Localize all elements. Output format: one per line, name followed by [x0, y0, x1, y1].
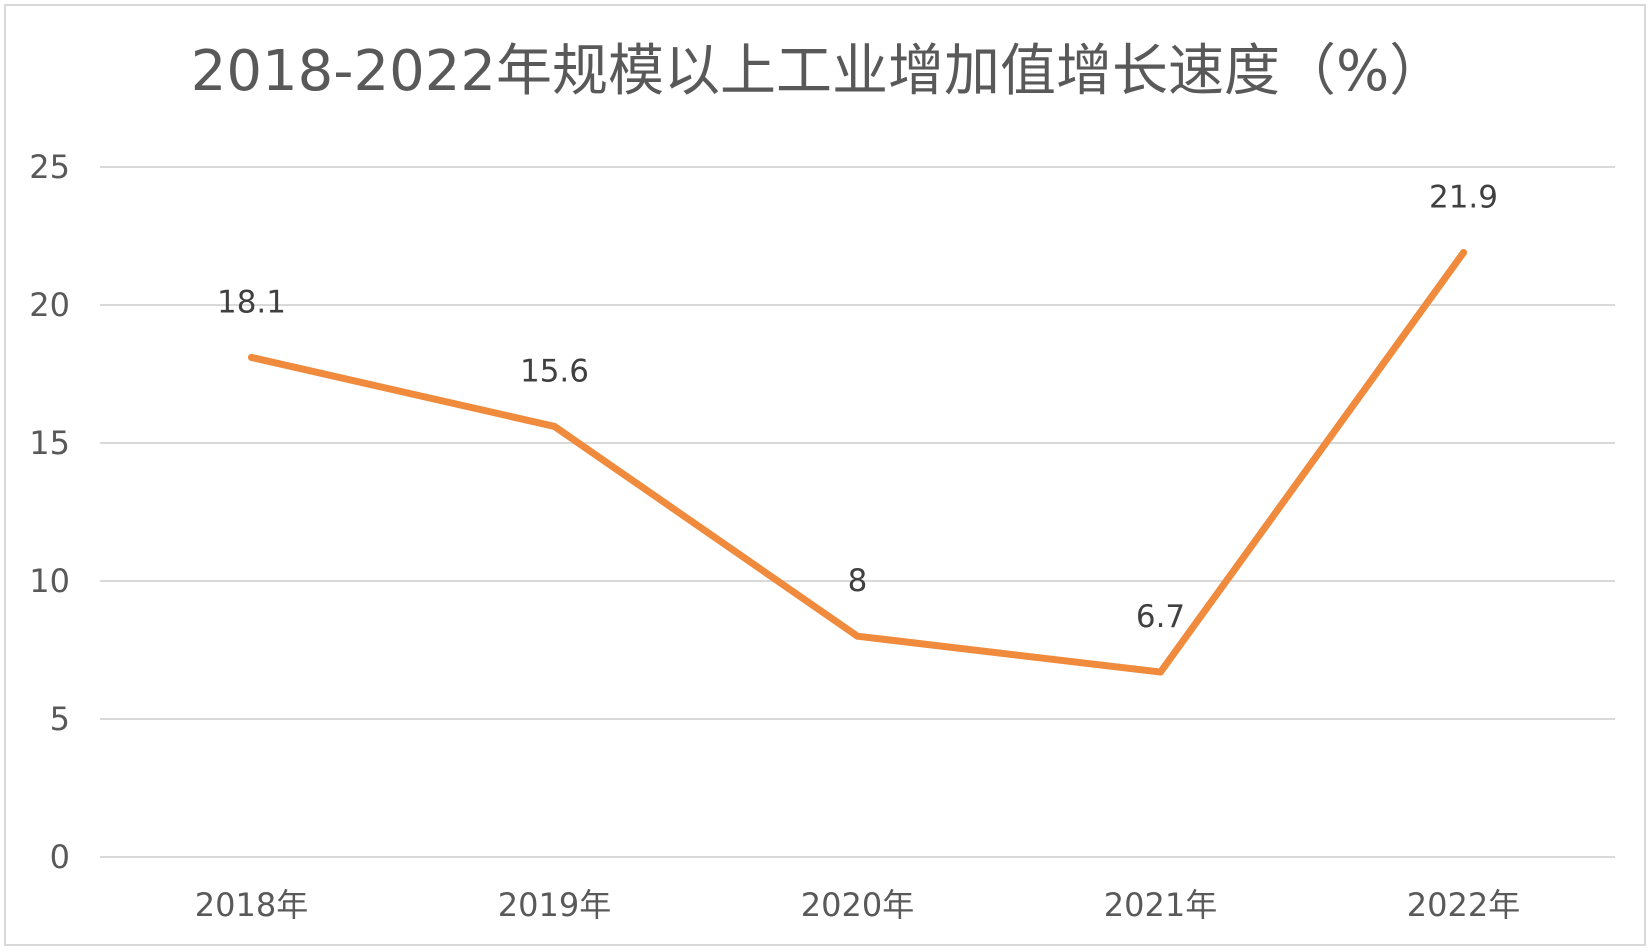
data-point [854, 632, 861, 640]
y-tick-label: 10 [29, 562, 70, 600]
x-tick-label: 2019年 [498, 886, 611, 924]
gridlines [100, 166, 1615, 858]
data-label: 21.9 [1429, 180, 1498, 216]
x-axis-ticks: 2018年 2019年 2020年 2021年 2022年 [195, 886, 1520, 924]
data-label: 8 [848, 563, 868, 599]
series-layer [248, 249, 1467, 676]
x-tick-label: 2022年 [1407, 886, 1520, 924]
y-tick-label: 25 [29, 148, 70, 186]
y-axis-ticks: 0 5 10 15 20 25 [29, 148, 70, 876]
x-tick-label: 2020年 [801, 886, 914, 924]
chart-frame [4, 4, 1646, 946]
data-point [551, 422, 558, 430]
data-point [1460, 249, 1467, 257]
data-label: 18.1 [217, 284, 286, 320]
data-labels: 18.1 15.6 8 6.7 21.9 [217, 180, 1498, 636]
y-tick-label: 15 [29, 424, 70, 462]
series-line [248, 249, 1467, 676]
y-tick-label: 20 [29, 286, 70, 324]
chart-title: 2018-2022年规模以上工业增加值增长速度（%） [191, 39, 1445, 104]
y-tick-label: 5 [50, 700, 70, 738]
x-tick-label: 2018年 [195, 886, 308, 924]
data-point [1157, 668, 1164, 676]
data-point [248, 353, 255, 361]
data-label: 15.6 [520, 353, 589, 389]
data-label: 6.7 [1136, 599, 1185, 635]
x-tick-label: 2021年 [1104, 886, 1217, 924]
y-tick-label: 0 [50, 838, 70, 876]
